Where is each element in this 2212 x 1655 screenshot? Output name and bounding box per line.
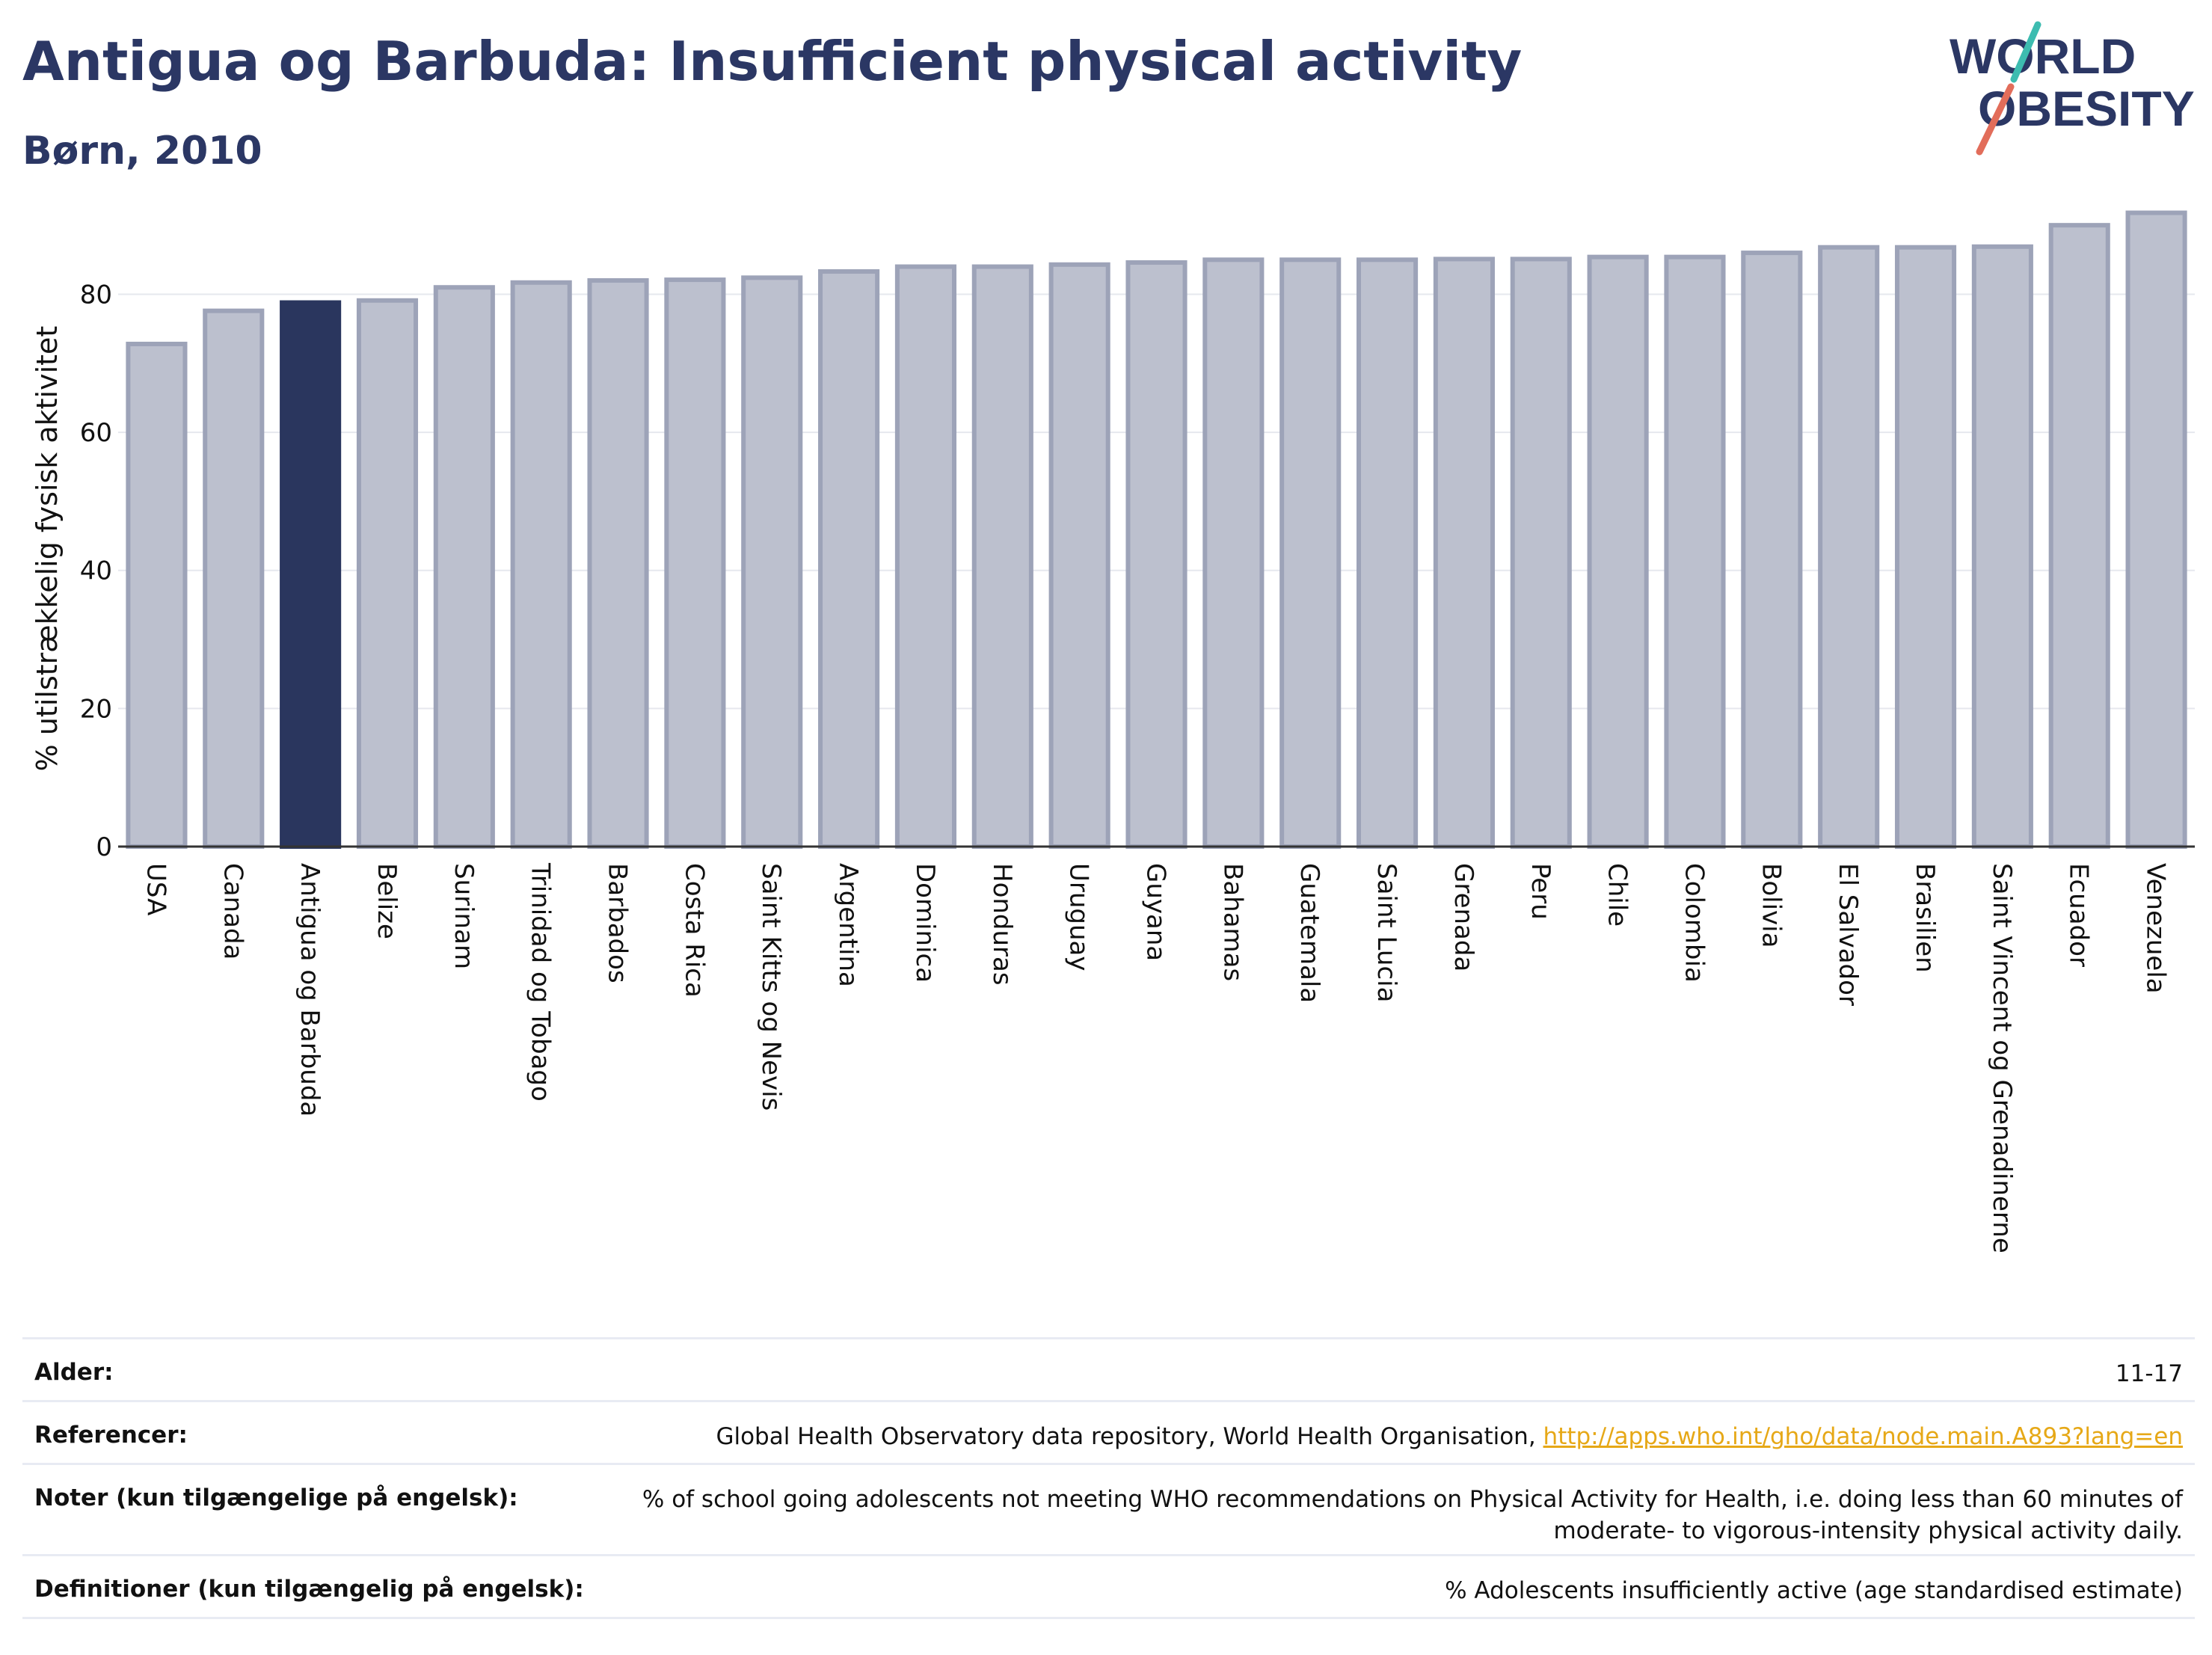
x-tick-label: Colombia <box>1679 863 1709 983</box>
y-tick-label: 20 <box>80 694 112 724</box>
meta-key: Alder: <box>34 1359 114 1386</box>
x-tick-label: Ecuador <box>2064 863 2094 967</box>
x-tick-label: Uruguay <box>1064 863 1094 971</box>
bar-chart: 0 20 40 60 80 USA Canada Antigua og Barbuda Bel… <box>31 210 2195 1253</box>
meta-value: Global Health Observatory data repositor… <box>716 1422 2183 1453</box>
x-tick-label: USA <box>141 863 170 915</box>
bar-barbados <box>587 278 649 850</box>
chart-title: Antigua og Barbuda: Insufficient physica… <box>22 30 1523 93</box>
x-tick-label: Antigua og Barbuda <box>295 863 325 1117</box>
chart-subtitle: Børn, 2010 <box>22 129 262 174</box>
meta-value-text: Global Health Observatory data repositor… <box>716 1423 1543 1450</box>
bar-canada <box>203 308 265 850</box>
bar-uruguay <box>1048 262 1110 849</box>
x-tick-label: Bahamas <box>1217 863 1247 981</box>
logo-slash-teal <box>2010 21 2042 83</box>
x-tick-label: Costa Rica <box>679 863 709 998</box>
meta-value-text: % Adolescents insufficiently active (age… <box>1445 1577 2183 1604</box>
x-tick-label: Canada <box>218 863 248 959</box>
bar-guatemala <box>1279 257 1342 849</box>
meta-row: Noter (kun tilgængelige på engelsk): % of… <box>22 1463 2195 1554</box>
bar-usa <box>126 341 188 849</box>
x-tick-label: Peru <box>1526 863 1555 920</box>
bar-trinidad-og-tobago <box>510 280 572 849</box>
y-axis-label: % utilstrækkelig fysisk aktivitet <box>31 326 64 772</box>
meta-value: % Adolescents insufficiently active (age… <box>1445 1576 2183 1607</box>
meta-value: % of school going adolescents not meetin… <box>548 1484 2183 1547</box>
bar-bolivia <box>1741 251 1803 849</box>
bar-argentina <box>818 269 880 849</box>
bar-costa-rica <box>664 277 726 850</box>
x-tick-label: Venezuela <box>2141 863 2171 994</box>
meta-value-text: 11-17 <box>2115 1360 2183 1387</box>
bar-antigua-og-barbuda <box>280 300 342 849</box>
bar-honduras <box>971 264 1033 849</box>
meta-bottom-rule <box>22 1617 2195 1619</box>
x-tick-label: Barbados <box>603 863 633 983</box>
meta-key: Definitioner (kun tilgængelig på engelsk… <box>34 1576 584 1603</box>
meta-row: Referencer: Global Health Observatory dat… <box>22 1400 2195 1463</box>
meta-row: Alder: 11-17 <box>22 1337 2195 1400</box>
bar-ecuador <box>2048 223 2110 849</box>
x-tick-label: Honduras <box>987 863 1017 986</box>
y-tick-label: 40 <box>80 556 112 586</box>
y-tick-label: 80 <box>80 280 112 310</box>
x-tick-label: Saint Kitts og Nevis <box>756 863 786 1111</box>
bar-grenada <box>1433 257 1495 849</box>
bar-saint-vincent-og-grenadinerne <box>1971 244 2033 849</box>
bar-belize <box>356 298 419 849</box>
y-tick-label: 0 <box>96 832 112 862</box>
meta-key: Referencer: <box>34 1422 188 1449</box>
meta-row: Definitioner (kun tilgængelig på engelsk… <box>22 1554 2195 1617</box>
x-tick-label: Belize <box>372 863 402 939</box>
x-tick-label: Chile <box>1603 863 1632 927</box>
meta-value-text: % of school going adolescents not meetin… <box>642 1486 2183 1544</box>
y-axis-ticks: 0 20 40 60 80 <box>80 280 112 862</box>
bar-saint-lucia <box>1357 257 1419 849</box>
x-tick-label: Brasilien <box>1910 863 1940 973</box>
bars <box>126 210 2187 850</box>
logo-slash-red <box>1976 83 2015 156</box>
x-tick-label: Grenada <box>1448 863 1478 971</box>
meta-key: Noter (kun tilgængelige på engelsk): <box>34 1484 518 1511</box>
x-tick-label: Guatemala <box>1294 863 1324 1003</box>
logo-text-obesity: OBESITY <box>1978 81 2195 136</box>
x-tick-label: Surinam <box>449 863 479 969</box>
y-tick-label: 60 <box>80 418 112 448</box>
metadata-table: Alder: 11-17 Referencer: Global Health Obse… <box>22 1337 2195 1619</box>
logo-text-world: WORLD <box>1950 28 2136 84</box>
x-tick-label: Saint Vincent og Grenadinerne <box>1987 863 2017 1253</box>
x-tick-label: Saint Lucia <box>1371 863 1401 1002</box>
bar-saint-kitts-og-nevis <box>741 275 803 850</box>
x-tick-label: Bolivia <box>1756 863 1786 948</box>
x-tick-label: Guyana <box>1141 863 1171 961</box>
meta-value: 11-17 <box>2116 1359 2183 1390</box>
world-obesity-logo: WORLD OBESITY <box>1950 21 2195 156</box>
bar-bahamas <box>1202 257 1265 849</box>
x-axis-ticks: USA Canada Antigua og Barbuda Belize Surinam… <box>141 862 2170 1253</box>
bar-chile <box>1587 254 1649 849</box>
bar-venezuela <box>2125 210 2187 849</box>
bar-brasilien <box>1894 245 1957 849</box>
x-tick-label: Dominica <box>910 863 940 983</box>
x-tick-label: El Salvador <box>1833 863 1863 1006</box>
bar-colombia <box>1664 254 1726 849</box>
bar-dominica <box>894 264 956 849</box>
bar-peru <box>1510 257 1572 849</box>
bar-guyana <box>1125 260 1188 849</box>
x-tick-label: Trinidad og Tobago <box>526 862 556 1102</box>
bar-surinam <box>433 285 495 849</box>
reference-link[interactable]: http://apps.who.int/gho/data/node.main.A… <box>1543 1423 2183 1450</box>
bar-el-salvador <box>1818 245 1880 849</box>
x-tick-label: Argentina <box>833 863 863 987</box>
